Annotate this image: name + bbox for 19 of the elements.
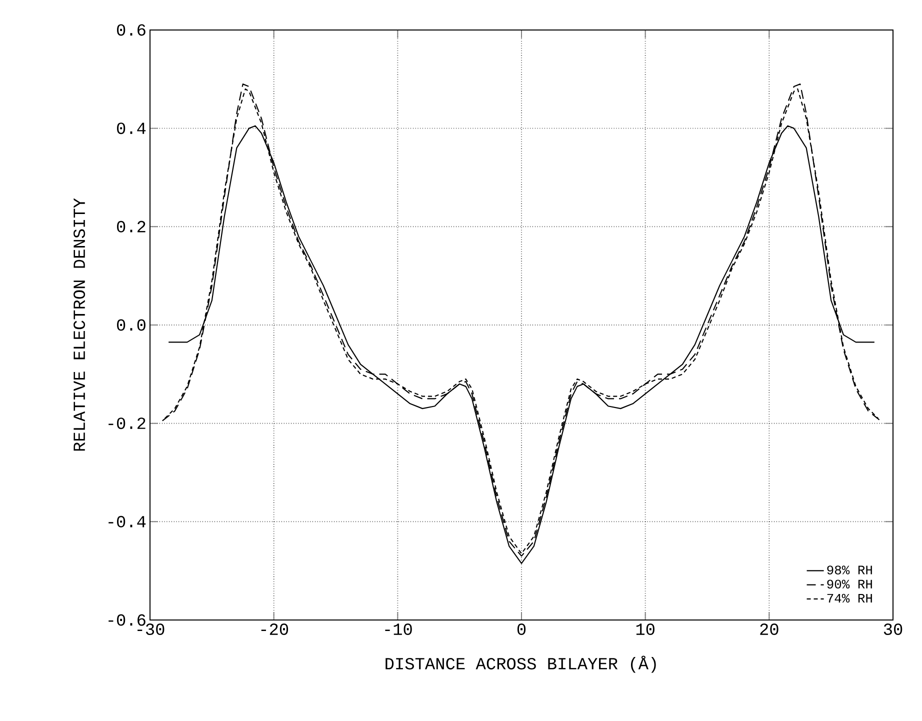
- legend-label: 98% RH: [827, 566, 872, 574]
- legend-label: 90% RH: [827, 580, 872, 589]
- x-tick-label: 10: [636, 624, 654, 636]
- legend-label: 74% RH: [827, 594, 872, 603]
- y-tick-label: -0.6: [108, 614, 146, 626]
- x-tick-label: 20: [760, 624, 778, 636]
- y-axis-title: RELATIVE ELECTRON DENSITY: [74, 198, 86, 451]
- y-tick-label: 0.0: [117, 319, 146, 331]
- x-axis-title: DISTANCE ACROSS BILAYER (Å): [386, 656, 656, 673]
- y-tick-label: 0.2: [117, 220, 146, 232]
- x-tick-label: -10: [385, 624, 412, 636]
- x-tick-label: 30: [884, 624, 902, 636]
- x-tick-label: -30: [138, 624, 164, 636]
- x-tick-label: 0: [517, 624, 526, 636]
- y-tick-label: 0.4: [117, 122, 146, 134]
- x-tick-label: -20: [261, 624, 288, 636]
- y-tick-label: -0.2: [108, 418, 146, 430]
- y-tick-label: -0.4: [108, 516, 146, 528]
- y-tick-label: 0.6: [117, 24, 146, 36]
